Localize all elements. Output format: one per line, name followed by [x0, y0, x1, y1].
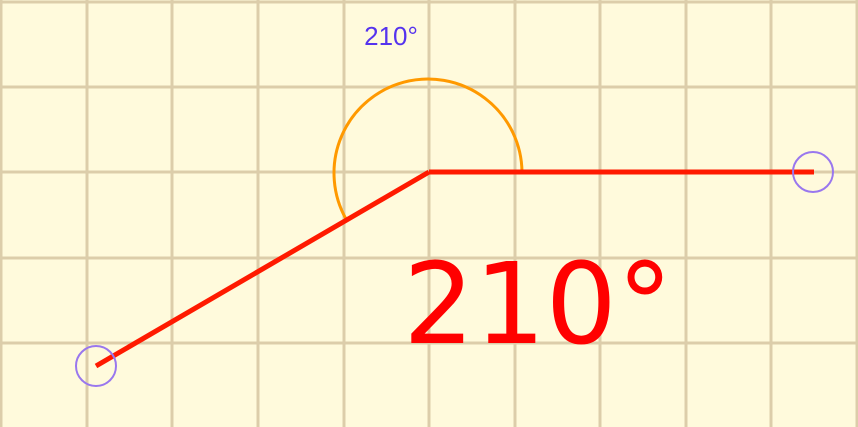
left-arm: [94, 169, 431, 369]
left-arm-handle[interactable]: [75, 345, 117, 387]
angle-value-label: 210°: [403, 240, 673, 370]
right-arm-handle[interactable]: [792, 151, 834, 193]
arc-angle-label: 210°: [364, 21, 418, 51]
angle-arc: [332, 77, 524, 220]
